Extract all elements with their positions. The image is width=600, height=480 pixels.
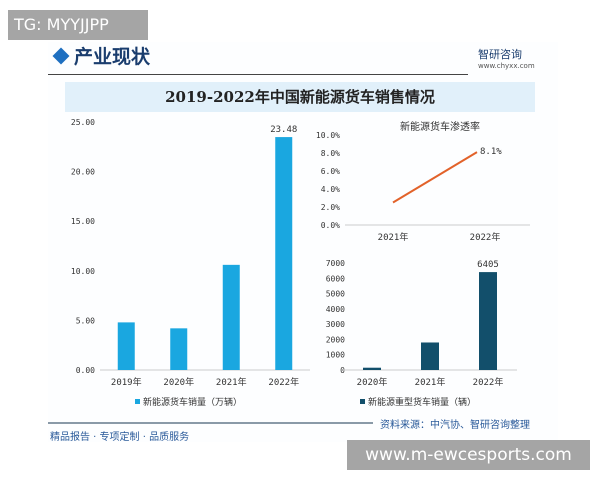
site-overlay[interactable]: www.m-ewcesports.com	[347, 440, 590, 470]
bar	[275, 137, 293, 370]
y-tick-label: 4000	[326, 305, 345, 314]
heavy-truck-bar-chart: 0 1000 2000 3000 4000 5000 6000 7000 2020年 2021年 2…	[326, 259, 517, 408]
y-tick-label: 1000	[326, 351, 345, 360]
data-label: 23.48	[270, 125, 297, 135]
bar	[170, 328, 188, 370]
x-tick-label: 2022年	[473, 376, 504, 388]
x-tick-label: 2022年	[268, 376, 299, 388]
y-tick-label: 0	[340, 366, 345, 375]
y-tick-label: 7000	[326, 259, 345, 268]
x-tick-label: 2021年	[415, 376, 446, 388]
footer-slogan: 精品报告 · 专项定制 · 品质服务	[50, 432, 190, 443]
bar	[421, 342, 439, 370]
y-tick-label: 10.0%	[316, 131, 340, 140]
y-tick-label: 2.0%	[321, 203, 340, 212]
y-tick-label: 4.0%	[321, 185, 340, 194]
y-tick-label: 5000	[326, 290, 345, 299]
source-note: 资料来源：中汽协、智研咨询整理	[380, 420, 530, 431]
left-bar-chart: 0.00 5.00 10.00 15.00 20.00 25.00 2019年 2020年 20…	[71, 118, 310, 408]
footer-divider	[48, 422, 373, 424]
section-title: 产业现状	[74, 46, 151, 68]
y-tick-label: 2000	[326, 335, 345, 344]
legend-label: 新能源货车销量（万辆）	[143, 396, 242, 408]
y-tick-label: 25.00	[71, 118, 95, 127]
line-chart-title: 新能源货车渗透率	[400, 120, 480, 133]
y-tick-label: 0.00	[76, 366, 95, 375]
x-tick-label: 2020年	[357, 376, 388, 388]
y-tick-label: 0.0%	[321, 221, 340, 230]
chart-title: 2019-2022年中国新能源货车销售情况	[65, 82, 535, 112]
y-tick-label: 20.00	[71, 168, 95, 177]
y-tick-label: 15.00	[71, 217, 95, 226]
y-tick-label: 8.0%	[321, 149, 340, 158]
x-tick-label: 2021年	[378, 231, 409, 243]
bar	[222, 264, 240, 370]
bar	[479, 272, 497, 370]
legend-label: 新能源重型货车销量（辆）	[368, 396, 476, 408]
y-tick-label: 10.00	[71, 267, 95, 276]
x-tick-label: 2021年	[216, 376, 247, 388]
bar	[117, 322, 135, 370]
divider	[48, 74, 468, 75]
brand-logo: 智研咨询	[478, 48, 522, 61]
y-tick-label: 3000	[326, 320, 345, 329]
x-tick-label: 2020年	[163, 376, 194, 388]
penetration-line	[392, 151, 478, 204]
penetration-line-chart: 新能源货车渗透率 0.0% 2.0% 4.0% 6.0% 8.0% 10.0% 2021年 20…	[316, 120, 530, 243]
y-tick-label: 6.0%	[321, 167, 340, 176]
data-label: 6405	[477, 260, 499, 270]
y-tick-label: 6000	[326, 274, 345, 283]
legend-swatch	[135, 399, 140, 404]
bar	[363, 367, 381, 370]
brand-url: www.chyxx.com	[478, 62, 535, 70]
legend-swatch	[360, 399, 365, 404]
data-label: 8.1%	[480, 147, 502, 157]
y-tick-label: 5.00	[76, 316, 95, 325]
x-tick-label: 2022年	[470, 231, 501, 243]
tg-overlay: TG: MYYJJPP	[8, 10, 148, 40]
x-tick-label: 2019年	[111, 376, 142, 388]
